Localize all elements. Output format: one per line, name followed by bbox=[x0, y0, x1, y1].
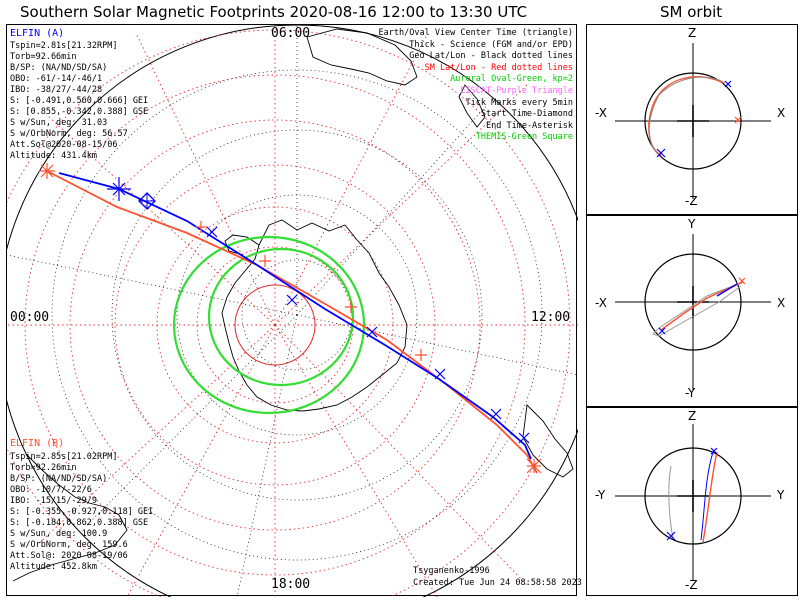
elfin-a-line: OBO: -61/-14/-46/1 bbox=[10, 74, 103, 84]
elfin-b-line: Torb=92.26min bbox=[10, 463, 77, 473]
africa-coastline bbox=[522, 404, 574, 478]
legend-item: SM Lat/Lon - Red dotted lines bbox=[424, 62, 573, 73]
elfin-a-name: ELFIN (A) bbox=[10, 28, 65, 39]
axis-label-top: Z bbox=[688, 26, 697, 40]
elfin-a-line: S w/OrbNorm, deg: 56.57 bbox=[10, 129, 128, 139]
elfin-a-line: Torb=92.66min bbox=[10, 52, 77, 62]
created-label: Created: Tue Jun 24 08:58:58 2023 bbox=[413, 578, 582, 588]
axis-label-left: -X bbox=[595, 296, 607, 310]
axis-label-bottom: -Z bbox=[685, 578, 698, 592]
elfin-b-line: Tspin=2.85s[21.02RPM] bbox=[10, 452, 118, 462]
axis-label-left: -X bbox=[595, 106, 607, 120]
orbit-panel-xz: Z -Z -X X bbox=[586, 24, 798, 215]
footprint-map bbox=[7, 25, 578, 597]
elfin-b-name: ELFIN (B) bbox=[10, 438, 65, 449]
legend-item: Start Time-Diamond bbox=[480, 109, 573, 120]
axis-label-left: -Y bbox=[595, 488, 606, 502]
legend-item: Auroral Oval-Green, kp=2 bbox=[450, 74, 573, 85]
mlt-label-left: 00:00 bbox=[10, 310, 50, 325]
new-zealand-coastline bbox=[458, 84, 486, 128]
model-label: Tsyganenko-1996 bbox=[413, 566, 490, 576]
orbit-plot-xz bbox=[615, 43, 771, 199]
legend-item: Geo Lat/Lon - Black dotted lines bbox=[409, 51, 573, 62]
elfin-a-line: S w/Sun, deg: 31.03 bbox=[10, 118, 108, 128]
auroral-oval-outer bbox=[172, 235, 366, 415]
orbit-plot-yz bbox=[615, 424, 771, 580]
axis-label-top: Z bbox=[688, 409, 697, 423]
elfin-a-track bbox=[58, 172, 532, 460]
axis-label-bottom: -Z bbox=[685, 194, 698, 208]
legend-item: Tick Marks every 5min bbox=[465, 97, 573, 108]
orbit-panel-yz: Z -Z -Y Y bbox=[586, 407, 798, 596]
mlt-label-top: 06:00 bbox=[271, 26, 311, 41]
axis-label-right: X bbox=[777, 106, 786, 120]
south-america-coastline bbox=[12, 454, 128, 582]
elfin-b-line: Att.Sol@: 2020-08-19/06 bbox=[10, 551, 128, 561]
elfin-a-line: Altitude: 431.4km bbox=[10, 151, 97, 161]
legend-item: EISCAT-Purple Triangle bbox=[460, 85, 573, 96]
elfin-a-line: Tspin=2.81s[21.32RPM] bbox=[10, 41, 118, 51]
axis-label-top: Y bbox=[688, 217, 696, 231]
elfin-b-track bbox=[46, 170, 538, 474]
elfin-b-line: Altitude: 452.8km bbox=[10, 562, 97, 572]
footprint-map-panel: 06:00 00:00 12:00 18:00 ELFIN (A) Tspin=… bbox=[6, 24, 582, 597]
auroral-oval-inner bbox=[207, 247, 355, 387]
elfin-b-line: IBO: -15/15/-29/9 bbox=[10, 496, 97, 506]
elfin-a-line: Att.Sol@2020-08-15/06 bbox=[10, 140, 118, 150]
legend-item: Thick - Science (FGM and/or EPD) bbox=[409, 39, 573, 50]
elfin-b-line: B/SP: (NA/ND/SD/SA) bbox=[10, 474, 108, 484]
legend: Earth/Oval View Center Time (triangle) T… bbox=[379, 28, 573, 144]
axis-label-right: Y bbox=[777, 488, 785, 502]
elfin-a-line: IBO: -38/27/-44/28 bbox=[10, 85, 103, 95]
elfin-b-ticks bbox=[195, 221, 542, 474]
elfin-b-line: S w/Sun, deg: 100.9 bbox=[10, 529, 108, 539]
sm-pole-circle bbox=[234, 284, 316, 366]
elfin-b-line: S w/OrbNorm, deg: 159.6 bbox=[10, 540, 128, 550]
elfin-b-line: OBO: -10/7/-22/6 bbox=[10, 485, 92, 495]
orbit-panel-xy: Y -Y -X X bbox=[586, 215, 798, 407]
legend-item: THEMIS-Green Square bbox=[475, 132, 573, 143]
elfin-a-line: S: [0.855,-0.342,0.388] GSE bbox=[10, 107, 149, 117]
mlt-label-right: 12:00 bbox=[531, 310, 571, 325]
elfin-b-line: S: [-0.355,-0.927,0.118] GEI bbox=[10, 507, 154, 517]
geo-lon-lines bbox=[7, 25, 578, 597]
legend-item: Earth/Oval View Center Time (triangle) bbox=[378, 28, 573, 38]
start-diamond bbox=[138, 192, 156, 210]
australia-coastline bbox=[306, 28, 418, 86]
elfin-a-ticks bbox=[107, 177, 530, 444]
elfin-b-line: S: [-0.184,0.862,0.388] GSE bbox=[10, 518, 149, 528]
mlt-label-bottom: 18:00 bbox=[271, 577, 311, 592]
sm-orbit-title: SM orbit bbox=[660, 3, 723, 21]
elfin-a-line: S: [-0.491,0.560,0.666] GEI bbox=[10, 96, 149, 106]
orbit-plot-xy bbox=[615, 234, 771, 390]
axis-label-right: X bbox=[777, 296, 786, 310]
elfin-b-start-marker bbox=[39, 163, 55, 179]
elfin-a-line: B/SP: (NA/ND/SD/SA) bbox=[10, 63, 108, 73]
legend-item: End Time-Asterisk bbox=[486, 120, 573, 131]
plot-title: Southern Solar Magnetic Footprints 2020-… bbox=[20, 3, 528, 21]
axis-label-bottom: -Y bbox=[685, 386, 696, 400]
